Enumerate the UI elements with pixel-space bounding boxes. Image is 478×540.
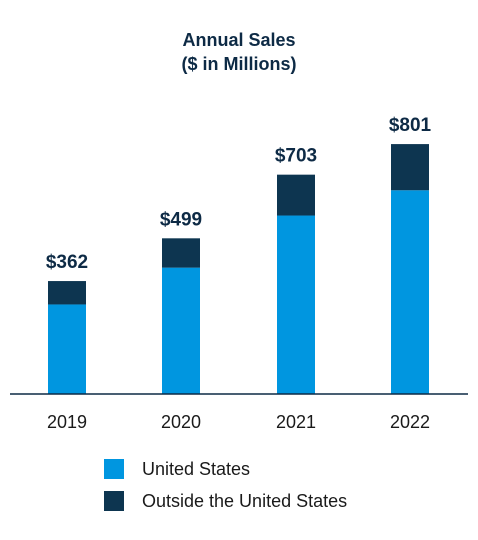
bar-2020-us	[162, 267, 200, 394]
chart-title: Annual Sales ($ in Millions)	[0, 28, 478, 76]
data-label-2022: $801	[389, 115, 432, 136]
legend: United States Outside the United States	[104, 458, 347, 522]
chart-subtitle: ($ in Millions)	[181, 54, 297, 74]
x-tick-label-2020: 2020	[161, 412, 201, 432]
bar-2021-outside-us	[277, 174, 315, 216]
x-tick-label-2021: 2021	[276, 412, 316, 432]
data-label-2020: $499	[160, 209, 202, 230]
x-tick-label-2019: 2019	[47, 412, 87, 432]
bar-2022-outside-us	[391, 144, 429, 191]
legend-swatch-us	[104, 459, 124, 479]
bar-2019-us	[48, 304, 86, 394]
legend-label-outside-us: Outside the United States	[142, 490, 348, 511]
legend-item-us: United States	[104, 458, 347, 480]
data-label-2021: $703	[275, 146, 317, 167]
legend-swatch-outside-us	[104, 491, 124, 511]
x-tick-label-2022: 2022	[390, 412, 430, 432]
bar-2022-us	[391, 190, 429, 394]
bar-2020-outside-us	[162, 238, 200, 268]
chart-title-main: Annual Sales	[182, 30, 296, 50]
bar-chart: $362 2019 $499 2020 $703 2021 $801 2022	[10, 115, 468, 432]
bar-2019-outside-us	[48, 281, 86, 305]
legend-item-outside-us: Outside the United States	[104, 490, 347, 512]
bar-2021-us	[277, 215, 315, 394]
data-label-2019: $362	[46, 252, 88, 273]
legend-label-us: United States	[142, 458, 251, 479]
